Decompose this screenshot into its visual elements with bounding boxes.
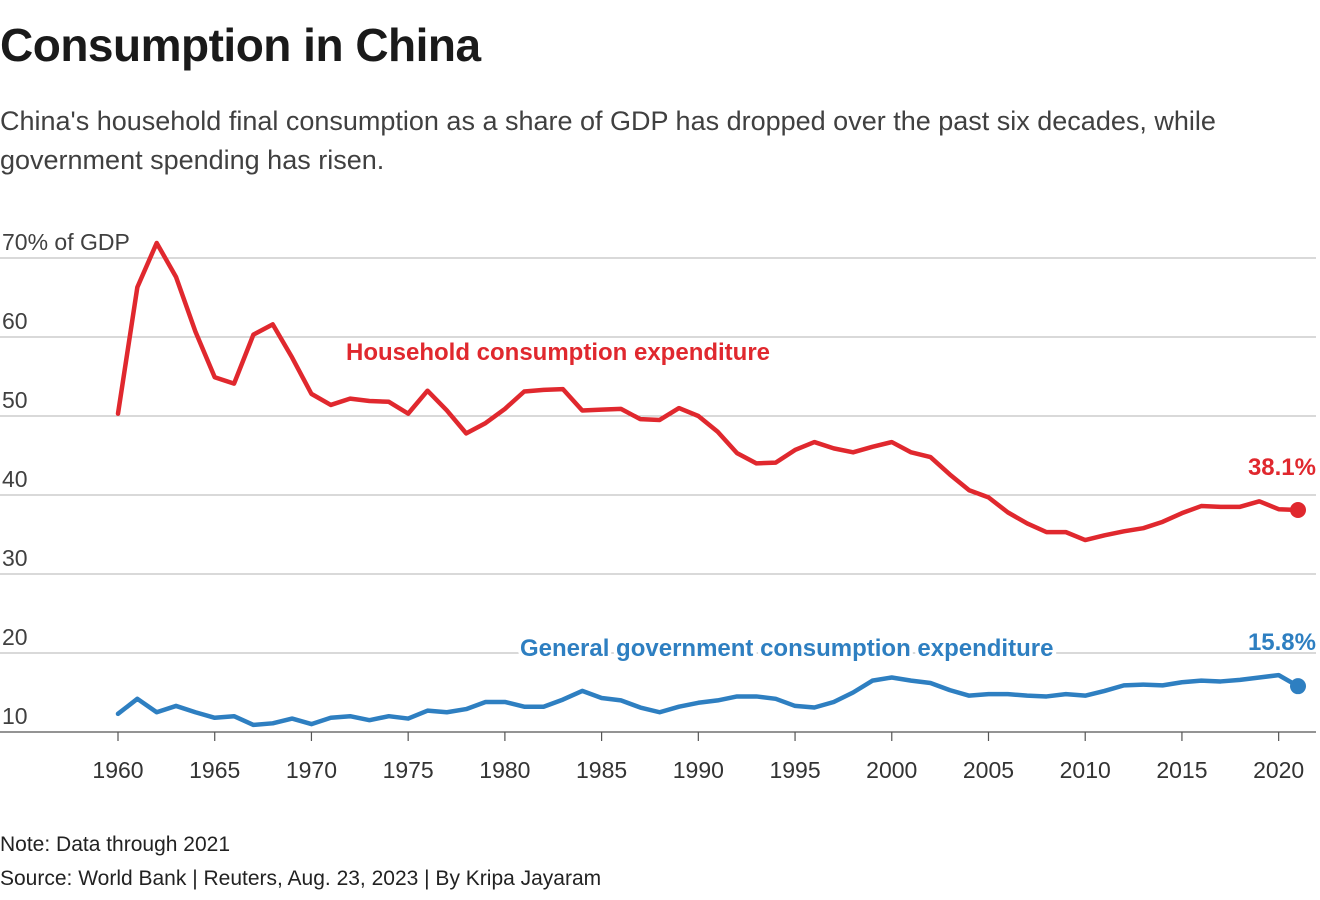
x-tick-label: 2000 <box>866 757 917 783</box>
x-tick-label: 1960 <box>92 757 143 783</box>
gridlines <box>0 257 1316 733</box>
x-tick-label: 1985 <box>576 757 627 783</box>
series-lines <box>115 240 1306 728</box>
y-tick-label: 10 <box>2 703 28 729</box>
household-end-value-label: 38.1% <box>1248 454 1316 481</box>
x-tick-label: 1995 <box>769 757 820 783</box>
series-end-point <box>1290 678 1306 695</box>
y-tick-label: 40 <box>2 466 28 492</box>
y-tick-label: 30 <box>2 545 28 571</box>
y-tick-label: 50 <box>2 387 28 413</box>
chart-title: Consumption in China <box>0 19 481 71</box>
chart-source: Source: World Bank | Reuters, Aug. 23, 2… <box>0 867 602 890</box>
x-tick-label: 2020 <box>1253 757 1304 783</box>
x-tick-label: 1975 <box>383 757 434 783</box>
y-tick-label: 20 <box>2 624 28 650</box>
series-line-household <box>115 240 1301 543</box>
y-tick-label: 60 <box>2 308 28 334</box>
series-labels: Household consumption expenditure General… <box>343 336 1317 666</box>
series-end-point <box>1290 502 1306 519</box>
x-tick-label: 1990 <box>673 757 724 783</box>
x-axis-tick-labels: 1960 1965 1970 1975 1980 1985 1990 1995 2000 2005… <box>92 732 1304 783</box>
y-axis-tick-labels: 10 20 30 40 50 60 70% of GDP <box>2 229 130 729</box>
series-line-government <box>115 672 1301 728</box>
chart-note: Note: Data through 2021 <box>0 833 230 856</box>
y-tick-label: 70% of GDP <box>2 229 130 255</box>
x-tick-label: 1980 <box>479 757 530 783</box>
chart-subtitle: China's household final consumption as a… <box>0 106 1216 175</box>
x-tick-label: 2015 <box>1156 757 1207 783</box>
x-tick-label: 1970 <box>286 757 337 783</box>
x-tick-label: 2010 <box>1060 757 1111 783</box>
government-end-value-label: 15.8% <box>1248 629 1316 656</box>
household-series-label: Household consumption expenditure <box>346 339 770 366</box>
government-series-label: General government consumption expenditu… <box>520 635 1053 662</box>
x-tick-label: 2005 <box>963 757 1014 783</box>
x-tick-label: 1965 <box>189 757 240 783</box>
